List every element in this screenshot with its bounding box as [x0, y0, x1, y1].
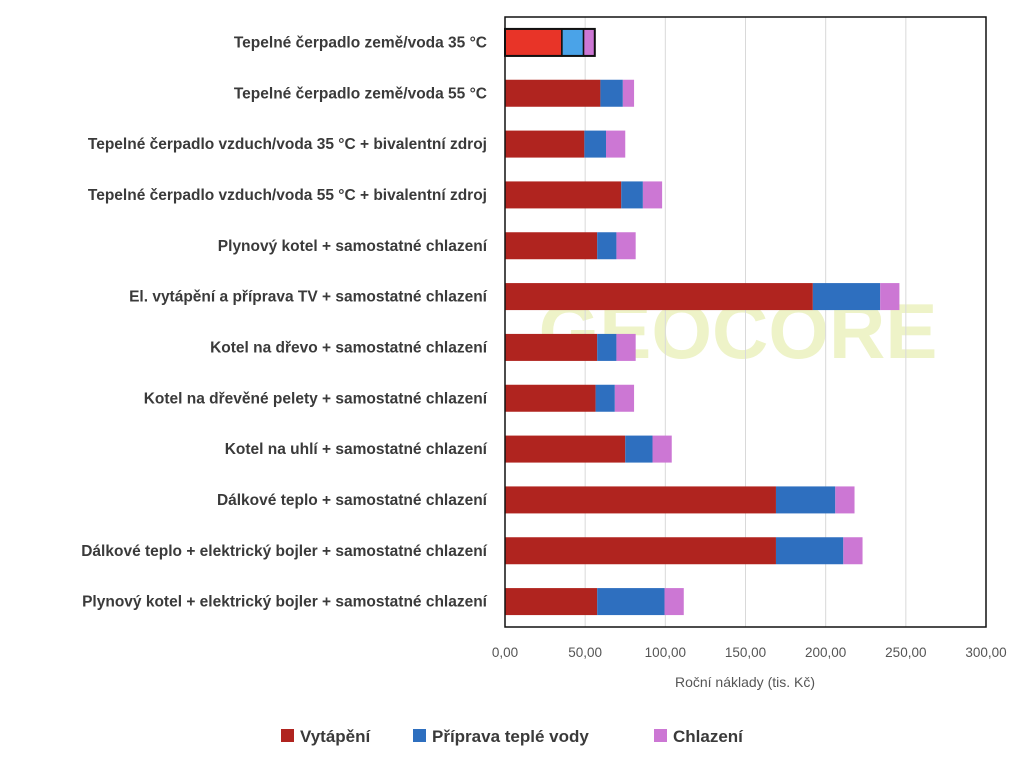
- bar-2-series-1: [584, 130, 607, 158]
- bar-10-series-2: [843, 537, 863, 565]
- x-tick-label-4: 200,00: [805, 645, 846, 660]
- bar-4-series-2: [616, 232, 636, 260]
- legend-label-0: Vytápění: [300, 727, 372, 746]
- bar-8-series-2: [652, 435, 672, 463]
- bar-1-series-1: [600, 79, 623, 107]
- bar-0-series-0: [504, 28, 563, 57]
- bar-6-series-1: [597, 333, 617, 361]
- category-label-10: Dálkové teplo + elektrický bojler + samo…: [81, 543, 487, 560]
- bar-4-series-1: [597, 232, 617, 260]
- bar-3-series-2: [642, 181, 663, 209]
- category-label-7: Kotel na dřevěné pelety + samostatné chl…: [144, 390, 488, 407]
- x-tick-label-3: 150,00: [725, 645, 766, 660]
- bar-8-series-1: [625, 435, 653, 463]
- legend-swatch-1: [413, 729, 426, 742]
- bar-10-series-1: [775, 537, 844, 565]
- bar-2-series-2: [606, 130, 626, 158]
- bar-11-series-0: [505, 588, 598, 616]
- bar-9-series-1: [775, 486, 836, 514]
- x-tick-label-2: 100,00: [645, 645, 686, 660]
- bar-5-series-2: [880, 283, 900, 311]
- bar-7-series-0: [505, 384, 596, 412]
- category-label-9: Dálkové teplo + samostatné chlazení: [217, 492, 488, 509]
- bar-2-series-0: [505, 130, 585, 158]
- x-tick-label-6: 300,00: [965, 645, 1006, 660]
- bar-8-series-0: [505, 435, 626, 463]
- bar-5-series-1: [812, 283, 881, 311]
- bar-1-series-2: [622, 79, 635, 107]
- category-label-5: El. vytápění a příprava TV + samostatné …: [129, 289, 488, 306]
- legend-swatch-0: [281, 729, 294, 742]
- category-label-4: Plynový kotel + samostatné chlazení: [218, 238, 488, 255]
- x-axis-title: Roční náklady (tis. Kč): [675, 674, 815, 690]
- bar-3-series-1: [621, 181, 643, 209]
- x-tick-label-5: 250,00: [885, 645, 926, 660]
- legend-label-2: Chlazení: [673, 727, 744, 746]
- x-tick-label-0: 0,00: [492, 645, 518, 660]
- category-label-3: Tepelné čerpadlo vzduch/voda 55 °C + biv…: [88, 187, 487, 204]
- category-label-6: Kotel na dřevo + samostatné chlazení: [210, 339, 488, 356]
- category-label-0: Tepelné čerpadlo země/voda 35 °C: [234, 34, 487, 51]
- plot-border: [504, 16, 987, 628]
- bar-6-series-2: [616, 333, 636, 361]
- bar-7-series-1: [595, 384, 615, 412]
- bar-10-series-0: [505, 537, 776, 565]
- category-label-1: Tepelné čerpadlo země/voda 55 °C: [234, 85, 487, 102]
- bar-9-series-0: [505, 486, 776, 514]
- bar-1-series-0: [505, 79, 601, 107]
- bar-9-series-2: [835, 486, 855, 514]
- bar-11-series-2: [664, 588, 684, 616]
- x-tick-label-1: 50,00: [568, 645, 602, 660]
- bar-0-series-1: [561, 28, 585, 57]
- bar-7-series-2: [614, 384, 635, 412]
- category-label-8: Kotel na uhlí + samostatné chlazení: [225, 441, 488, 458]
- legend-label-1: Příprava teplé vody: [432, 727, 589, 746]
- bar-4-series-0: [505, 232, 598, 260]
- category-label-11: Plynový kotel + elektrický bojler + samo…: [82, 594, 488, 611]
- bar-3-series-0: [505, 181, 622, 209]
- bar-6-series-0: [505, 333, 598, 361]
- legend-swatch-2: [654, 729, 667, 742]
- category-label-2: Tepelné čerpadlo vzduch/voda 35 °C + biv…: [88, 136, 487, 153]
- bar-0-series-2: [582, 28, 596, 57]
- bar-11-series-1: [597, 588, 665, 616]
- bar-5-series-0: [505, 283, 813, 311]
